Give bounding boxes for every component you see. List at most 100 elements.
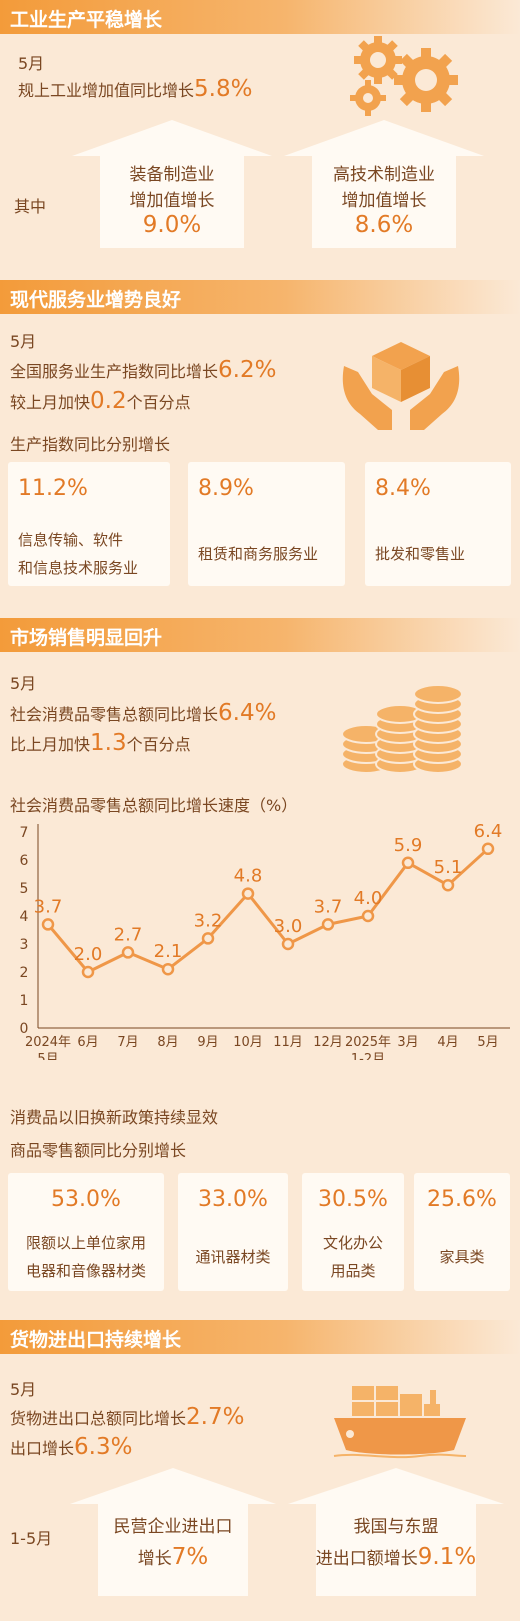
services-growth-text: 全国服务业生产指数同比增长6.2% xyxy=(10,357,276,383)
service-card: 11.2% 信息传输、软件 和信息技术服务业 xyxy=(8,462,170,586)
section-header-trade: 货物进出口持续增长 xyxy=(0,1320,520,1354)
card-value: 25.6% xyxy=(427,1187,497,1212)
data-point xyxy=(441,878,455,892)
up-arrow-shape xyxy=(284,120,484,248)
gears-icon xyxy=(350,36,458,116)
trade-growth-text: 货物进出口总额同比增长2.7% xyxy=(10,1404,244,1430)
data-label: 4.8 xyxy=(234,866,263,887)
x-tick-label: 3月 xyxy=(397,1035,418,1050)
data-label: 5.9 xyxy=(394,835,423,856)
x-tick-label: 8月 xyxy=(157,1035,178,1050)
card-value: 8.4% xyxy=(375,476,431,501)
hands-box-icon xyxy=(342,342,460,430)
month-label: 5月 xyxy=(10,332,37,351)
card-label-line1: 租赁和商务服务业 xyxy=(198,545,319,563)
x-tick-label: 2025年 xyxy=(345,1035,391,1050)
card-value: 53.0% xyxy=(51,1187,121,1212)
arrow-line1: 高技术制造业 xyxy=(333,165,435,185)
retail-sub-label-1: 消费品以旧换新政策持续显效 xyxy=(10,1108,219,1127)
service-card: 8.9% 租赁和商务服务业 xyxy=(188,462,345,586)
data-point xyxy=(321,918,335,931)
card-value: 8.9% xyxy=(198,476,254,501)
private-enterprise-arrow: 民营企业进出口 增长7% xyxy=(70,1468,276,1596)
y-tick-label: 6 xyxy=(20,853,29,869)
data-label: 3.7 xyxy=(314,896,343,917)
data-label: 2.0 xyxy=(74,944,103,965)
arrow-line2: 进出口额增长9.1% xyxy=(288,1544,504,1570)
section-title: 工业生产平稳增长 xyxy=(10,9,163,31)
card-label-line1: 家具类 xyxy=(439,1248,485,1266)
cargo-ship-icon xyxy=(333,1386,467,1459)
card-value: 11.2% xyxy=(18,476,88,501)
retail-growth-text: 社会消费品零售总额同比增长6.4% xyxy=(10,700,276,726)
card-label-line2: 用品类 xyxy=(330,1262,376,1280)
data-label: 2.1 xyxy=(154,941,183,962)
section-header-retail: 市场销售明显回升 xyxy=(0,618,520,652)
y-tick-label: 4 xyxy=(20,909,29,925)
x-tick-label: 9月 xyxy=(197,1035,218,1050)
hightech-mfg-arrow: 高技术制造业 增加值增长 8.6% xyxy=(284,120,484,248)
card-label-line1: 限额以上单位家用 xyxy=(25,1234,146,1252)
value: 2.7% xyxy=(186,1404,245,1430)
unit: 个百分点 xyxy=(126,735,191,754)
x-tick-label: 11月 xyxy=(273,1035,303,1050)
retail-card: 33.0% 通讯器材类 xyxy=(178,1173,288,1291)
card-value: 33.0% xyxy=(198,1187,268,1212)
coins-icon xyxy=(341,684,463,774)
data-label: 4.0 xyxy=(354,888,383,909)
data-point xyxy=(401,856,415,870)
label: 出口增长 xyxy=(10,1439,75,1458)
arrow-value: 9.0% xyxy=(142,212,202,238)
data-point xyxy=(41,918,55,931)
data-label: 5.1 xyxy=(434,857,463,878)
x-tick-label: 5月 xyxy=(37,1052,58,1060)
value: 0.2 xyxy=(90,388,127,414)
x-tick-label: 12月 xyxy=(313,1035,343,1050)
value: 7% xyxy=(171,1544,209,1570)
data-label: 2.7 xyxy=(114,924,143,945)
y-tick-label: 2 xyxy=(20,965,29,981)
y-tick-label: 7 xyxy=(20,825,29,841)
services-accel-text: 较上月加快0.2个百分点 xyxy=(10,388,191,414)
trade-export-text: 出口增长6.3% xyxy=(10,1434,132,1460)
y-tick-label: 1 xyxy=(20,993,29,1009)
chart-title: 社会消费品零售总额同比增长速度（%） xyxy=(10,796,298,815)
x-tick-label: 2024年 xyxy=(25,1035,71,1050)
card-label-line1: 文化办公 xyxy=(322,1234,383,1252)
asean-trade-arrow: 我国与东盟 进出口额增长9.1% xyxy=(288,1468,504,1596)
y-tick-label: 0 xyxy=(20,1021,29,1037)
month-label: 5月 xyxy=(10,674,37,693)
series-line xyxy=(46,847,490,974)
arrow-line1: 民营企业进出口 xyxy=(113,1517,233,1537)
card-label-line1: 信息传输、软件 xyxy=(18,531,124,549)
value: 9.1% xyxy=(417,1544,477,1570)
card-label-line2: 和信息技术服务业 xyxy=(18,559,139,577)
data-point xyxy=(201,932,215,945)
value: 1.3 xyxy=(90,730,127,756)
label: 规上工业增加值同比增长 xyxy=(18,81,195,100)
month-label: 5月 xyxy=(18,54,45,73)
label: 增长 xyxy=(137,1549,172,1569)
value: 5.8% xyxy=(194,76,253,102)
label: 全国服务业生产指数同比增长 xyxy=(10,362,219,381)
card-label-line1: 批发和零售业 xyxy=(375,545,466,563)
period-label: 1-5月 xyxy=(10,1529,53,1548)
arrow-line2: 增长7% xyxy=(70,1544,276,1570)
data-point xyxy=(121,946,135,959)
retail-sub-label-2: 商品零售额同比分别增长 xyxy=(10,1141,187,1160)
data-point xyxy=(281,937,295,951)
retail-growth-line-chart: 0 1 2 3 4 5 6 7 2024年 5月 6月 7月 8月 9月 10月 11月 12月 2025年 1-2… xyxy=(20,821,510,1060)
x-tick-label: 7月 xyxy=(117,1035,138,1050)
label: 货物进出口总额同比增长 xyxy=(10,1409,187,1428)
card-label-line2: 电器和音像器材类 xyxy=(25,1262,146,1280)
value: 6.4% xyxy=(218,700,277,726)
retail-card: 25.6% 家具类 xyxy=(414,1173,510,1291)
data-label: 6.4 xyxy=(474,821,503,842)
x-tick-label: 1-2月 xyxy=(351,1052,385,1060)
x-tick-label: 4月 xyxy=(437,1035,458,1050)
data-point xyxy=(161,962,175,976)
retail-accel-text: 比上月加快1.3个百分点 xyxy=(10,730,191,756)
card-label-line1: 通讯器材类 xyxy=(195,1248,271,1266)
label: 社会消费品零售总额同比增长 xyxy=(10,705,219,724)
data-label: 3.2 xyxy=(194,910,223,931)
